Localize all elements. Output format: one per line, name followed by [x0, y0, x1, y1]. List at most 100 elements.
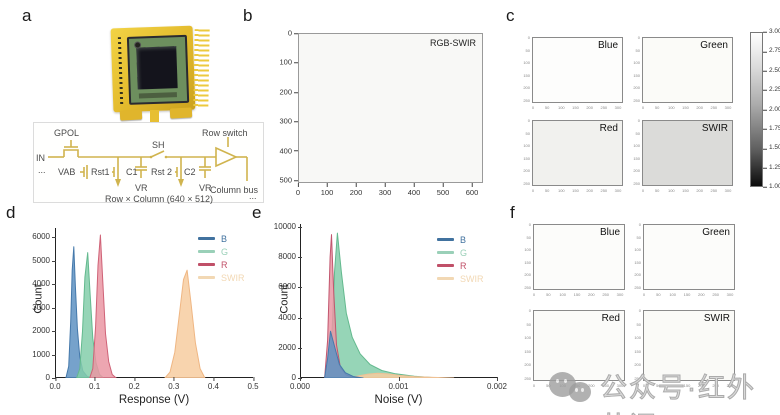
f-green-yticks: 0 50 100 150 200 250 [634, 222, 641, 290]
legend-label-SWIR: SWIR [460, 273, 484, 284]
f-blue-xticks: 0 50 100 150 200 250 300 [532, 292, 624, 297]
f-swir-image: SWIR [643, 310, 735, 381]
legend-line-G [437, 251, 454, 254]
c-red-title: Red [599, 123, 618, 134]
hist-area-B [324, 330, 364, 378]
c-swir-xticks: 0 50 100 150 200 250 300 [641, 188, 732, 193]
noise-histogram-plot [300, 224, 497, 378]
label-column-bus: Column bus [210, 185, 259, 195]
label-row-switch: Row switch [202, 128, 248, 138]
legend-item-B: B [198, 233, 245, 244]
d-xlabel: Response (V) [118, 394, 190, 406]
c-red-xticks: 0 50 100 150 200 250 300 [531, 188, 622, 193]
c-swir-title: SWIR [701, 123, 728, 134]
c-green-xticks: 0 50 100 150 200 250 300 [641, 105, 732, 110]
f-swir-title: SWIR [703, 313, 730, 324]
label-array-size: Row × Column (640 × 512) [105, 194, 213, 204]
noise-histogram-svg [324, 232, 455, 378]
legend-item-R: R [198, 259, 245, 270]
panel-b-xticks: 0 100 200 300 400 500 600 [295, 183, 479, 197]
label-c1: C1 [126, 167, 138, 177]
watermark-text: 公众号·红外芯闻 [600, 373, 756, 415]
chip-label-strip [138, 92, 177, 99]
colorbar [750, 32, 763, 187]
f-red-yticks: 0 50 100 150 200 250 [524, 308, 531, 381]
f-blue-title: Blue [599, 227, 620, 238]
f-swir-yticks: 0 50 100 150 200 250 [634, 308, 641, 381]
panel-label-e: e [252, 203, 262, 222]
chip-die [136, 46, 178, 90]
panel-label-d: d [6, 203, 16, 222]
c-blue-image: Blue [532, 37, 623, 103]
legend-line-R [198, 263, 215, 266]
hist-area-SWIR [164, 269, 206, 378]
response-histogram-svg [65, 234, 206, 378]
legend-item-B: B [437, 234, 484, 245]
chip-tab-left [119, 109, 143, 121]
legend-label-B: B [460, 234, 467, 245]
chip-pcb-area [126, 34, 190, 105]
d-legend: B G R SWIR [198, 233, 245, 283]
legend-label-SWIR: SWIR [221, 272, 245, 283]
legend-label-R: R [221, 259, 228, 270]
e-xlabel: Noise (V) [374, 394, 423, 406]
e-xticks: 0.000 0.001 0.002 [289, 377, 508, 391]
legend-item-G: G [198, 246, 245, 257]
legend-label-R: R [460, 260, 467, 271]
chip-left-pin-dots [117, 37, 124, 106]
c-green-title: Green [700, 40, 728, 51]
hist-area-R [89, 234, 117, 378]
chip-gold-package [110, 25, 210, 113]
legend-line-G [198, 250, 215, 253]
c-blue-title: Blue [597, 40, 618, 51]
f-green-image: Green [643, 224, 735, 290]
legend-line-SWIR [198, 276, 215, 279]
legend-line-B [437, 238, 454, 241]
c-swir-image: SWIR [642, 120, 733, 186]
panel-b-yticks: 0 100 200 300 400 500 [279, 28, 299, 185]
circuit-svg: GPOL IN ... VAB Rst1 C1 SH Rst 2 C2 VR V… [36, 128, 259, 204]
panel-label-f: f [510, 203, 515, 222]
f-swir-xticks: 0 50 100 150 200 250 300 [642, 383, 734, 388]
f-green-xticks: 0 50 100 150 200 250 300 [642, 292, 734, 297]
f-blue-yticks: 0 50 100 150 200 250 [524, 222, 531, 290]
c-green-image: Green [642, 37, 733, 103]
label-ellipsis-left: ... [38, 165, 46, 175]
rgb-swir-title: RGB-SWIR [430, 38, 476, 48]
ground-arrow-1 [115, 179, 121, 187]
c-blue-yticks: 0 50 100 150 200 250 [523, 35, 530, 103]
f-blue-image: Blue [533, 224, 625, 290]
label-in: IN [36, 153, 45, 163]
chip-package-photo [92, 22, 212, 126]
legend-item-SWIR: SWIR [437, 273, 484, 284]
label-rst2: Rst 2 [151, 167, 172, 177]
chip-tab-right [169, 107, 193, 119]
c-green-yticks: 0 50 100 150 200 250 [633, 35, 640, 103]
legend-label-B: B [221, 233, 228, 244]
c-red-yticks: 0 50 100 150 200 250 [523, 118, 530, 186]
c-blue-xticks: 0 50 100 150 200 250 300 [531, 105, 622, 110]
e-legend: B G R SWIR [437, 234, 484, 284]
legend-label-G: G [221, 246, 229, 257]
c-swir-yticks: 0 50 100 150 200 250 [633, 118, 640, 186]
response-histogram-plot [55, 228, 253, 378]
circuit-diagram: GPOL IN ... VAB Rst1 C1 SH Rst 2 C2 VR V… [33, 122, 264, 204]
panel-label-a: a [22, 6, 32, 25]
f-green-title: Green [702, 227, 730, 238]
panel-label-b: b [243, 6, 253, 25]
label-vab: VAB [58, 167, 75, 177]
d-ylabel: Count [32, 284, 45, 314]
rgb-swir-image-plot: RGB-SWIR [298, 33, 483, 183]
colorbar-ticks: 3.00 2.75 2.50 2.25 2.00 1.75 1.50 1.25 1.00 [763, 27, 780, 190]
f-red-title: Red [601, 313, 620, 324]
hist-area-SWIR [347, 372, 455, 378]
legend-line-R [437, 264, 454, 267]
legend-line-B [198, 237, 215, 240]
wechat-icon-small [569, 382, 591, 402]
legend-item-R: R [437, 260, 484, 271]
hist-area-G [327, 232, 440, 378]
ground-arrow-2 [178, 179, 184, 187]
d-xticks: 0.0 0.1 0.2 0.3 0.4 0.5 [49, 377, 259, 391]
label-ellipsis-right: ... [249, 191, 257, 201]
